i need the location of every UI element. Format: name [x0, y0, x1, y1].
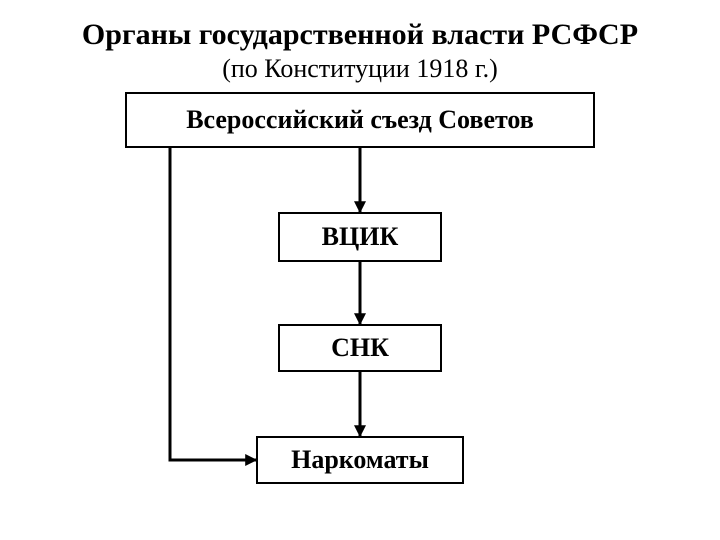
diagram-title-line1: Органы государственной власти РСФСР	[0, 18, 720, 52]
diagram-canvas: Органы государственной власти РСФСР (по …	[0, 0, 720, 540]
node-narkomaty: Наркоматы	[256, 436, 464, 484]
node-snk: СНК	[278, 324, 442, 372]
edge-congress-to-narkomaty	[170, 148, 256, 460]
node-congress: Всероссийский съезд Советов	[125, 92, 595, 148]
node-vcik: ВЦИК	[278, 212, 442, 262]
diagram-title-line2: (по Конституции 1918 г.)	[0, 54, 720, 84]
